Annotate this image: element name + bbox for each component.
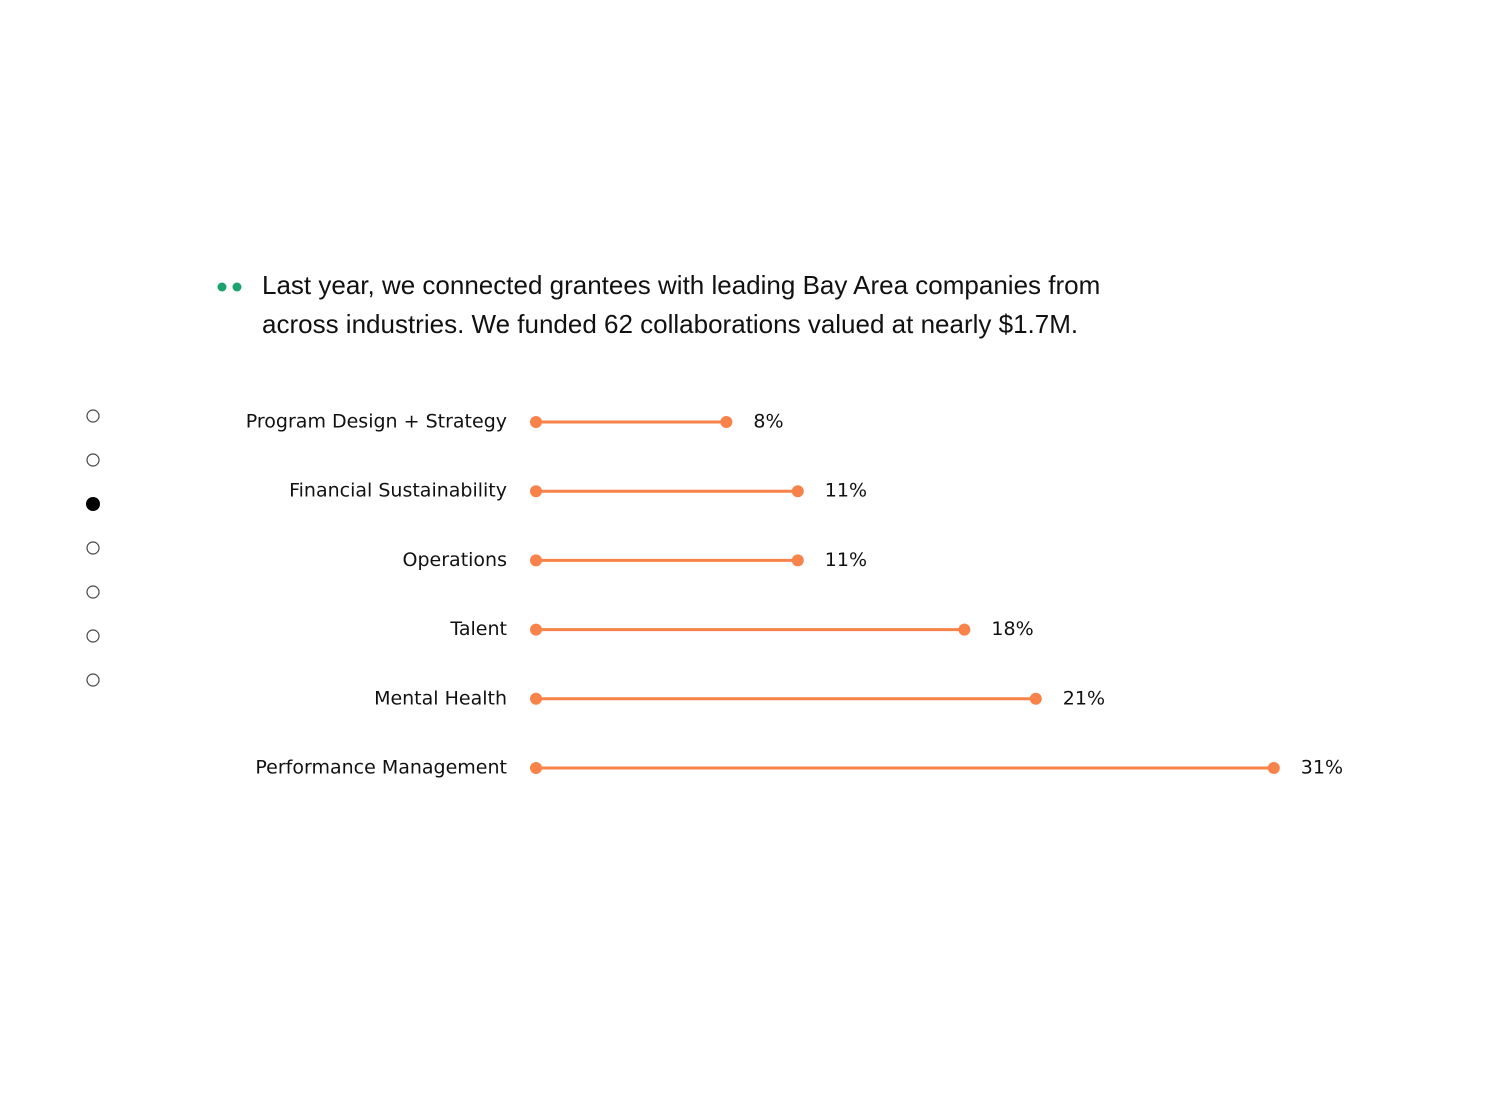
lollipop-start bbox=[530, 485, 542, 498]
lollipop-head bbox=[1267, 762, 1280, 774]
page-nav bbox=[86, 409, 100, 687]
nav-dot[interactable] bbox=[86, 453, 100, 467]
lollipop-head bbox=[791, 554, 804, 567]
lollipop-start bbox=[530, 416, 542, 428]
category-label: Talent bbox=[449, 618, 507, 640]
intro-line: across industries. We funded 62 collabor… bbox=[262, 309, 1078, 339]
lollipop-start bbox=[530, 692, 542, 705]
value-label: 18% bbox=[991, 618, 1033, 640]
value-label: 8% bbox=[753, 411, 783, 433]
bullet-dot bbox=[232, 282, 242, 292]
category-label: Operations bbox=[403, 549, 507, 571]
category-label: Financial Sustainability bbox=[289, 480, 507, 502]
value-label: 31% bbox=[1301, 757, 1343, 779]
category-label: Performance Management bbox=[255, 757, 507, 779]
lollipop-start bbox=[530, 762, 542, 774]
lollipop-head bbox=[720, 416, 733, 428]
lollipop-start bbox=[530, 554, 542, 567]
bullet-dot bbox=[217, 282, 227, 292]
category-label: Program Design + Strategy bbox=[246, 411, 507, 433]
intro-line: Last year, we connected grantees with le… bbox=[262, 270, 1100, 300]
lollipop-head bbox=[791, 485, 804, 498]
lollipop-head bbox=[958, 623, 971, 636]
value-label: 11% bbox=[825, 480, 867, 502]
nav-dot-active[interactable] bbox=[86, 497, 100, 511]
nav-dot[interactable] bbox=[86, 585, 100, 599]
lollipop-start bbox=[530, 623, 542, 636]
value-label: 11% bbox=[825, 549, 867, 571]
nav-dot[interactable] bbox=[86, 629, 100, 643]
nav-dot[interactable] bbox=[86, 673, 100, 687]
nav-dot[interactable] bbox=[86, 409, 100, 423]
lollipop-head bbox=[1029, 692, 1042, 705]
category-label: Mental Health bbox=[374, 687, 507, 709]
value-label: 21% bbox=[1063, 687, 1105, 709]
nav-dot[interactable] bbox=[86, 541, 100, 555]
